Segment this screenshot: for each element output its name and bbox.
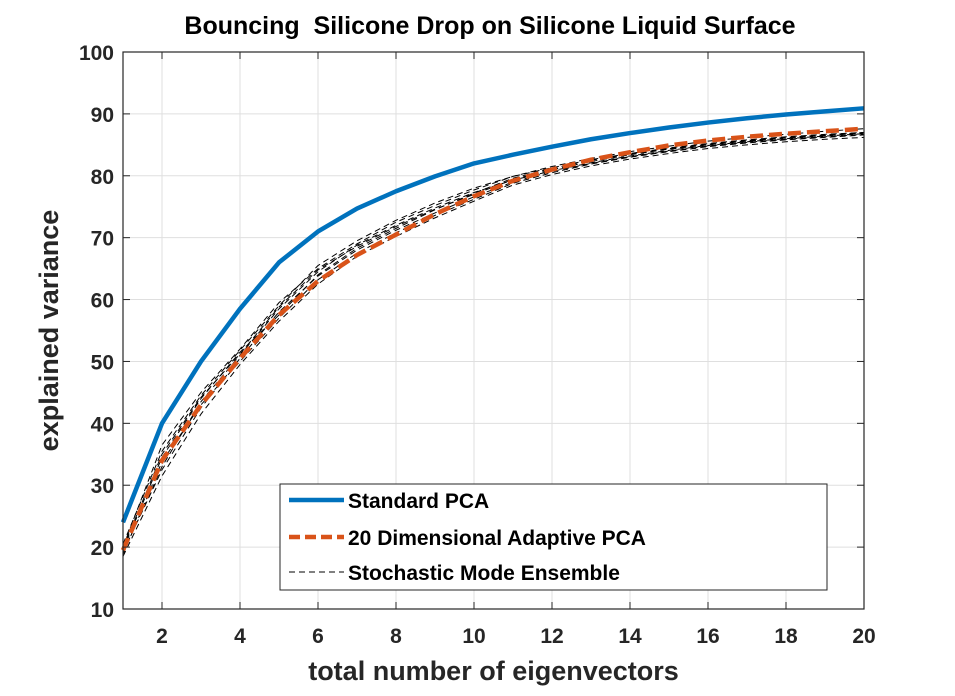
plot-frame	[122, 51, 865, 610]
x-tick-label: 2	[156, 625, 168, 648]
legend: Standard PCA 20 Dimensional Adaptive PCA…	[279, 483, 828, 591]
ticks: 2 4 6 8 10 12 14 16 18 20 10 20 30 40 50 60 70 80 90 100	[79, 42, 876, 648]
x-tick-label: 10	[462, 625, 485, 648]
x-tick-label: 12	[540, 625, 563, 648]
ensemble-line	[122, 134, 865, 555]
y-tick-label: 20	[91, 537, 114, 560]
standard-pca-line	[120, 106, 865, 524]
y-tick-label: 70	[91, 228, 114, 251]
x-tick-label: 4	[234, 625, 246, 648]
y-axis-label: explained variance	[34, 210, 64, 452]
ensemble-line	[122, 131, 865, 551]
x-tick-label: 14	[618, 625, 642, 648]
x-tick-label: 16	[696, 625, 719, 648]
legend-label-standard-pca: Standard PCA	[348, 490, 489, 513]
x-tick-label: 20	[852, 625, 875, 648]
ensemble-line	[122, 132, 865, 549]
x-tick-label: 8	[390, 625, 402, 648]
series-layer	[120, 106, 865, 557]
legend-box	[279, 483, 828, 591]
y-tick-label: 40	[91, 413, 114, 436]
y-tick-label: 30	[91, 475, 114, 498]
y-tick-label: 60	[91, 290, 114, 313]
x-tick-label: 18	[774, 625, 798, 648]
legend-label-adaptive-pca: 20 Dimensional Adaptive PCA	[348, 527, 646, 550]
y-tick-label: 80	[91, 166, 114, 189]
legend-label-stochastic-ensemble: Stochastic Mode Ensemble	[348, 562, 620, 585]
ensemble-line	[122, 136, 865, 557]
y-tick-label: 50	[91, 351, 114, 374]
y-tick-label: 10	[91, 599, 114, 622]
chart-title: Bouncing Silicone Drop on Silicone Liqui…	[184, 12, 795, 40]
y-tick-label: 90	[91, 104, 114, 127]
adaptive-pca-line	[120, 126, 865, 552]
y-tick-label: 100	[79, 42, 114, 65]
x-axis-label: total number of eigenvectors	[308, 656, 679, 686]
x-tick-label: 6	[312, 625, 324, 648]
